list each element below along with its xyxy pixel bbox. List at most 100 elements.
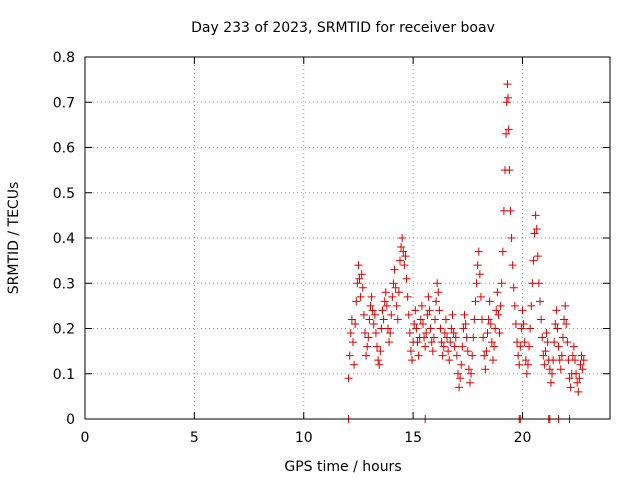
data-point: [408, 356, 417, 365]
data-point: [379, 315, 388, 324]
data-point: [452, 351, 461, 360]
data-point: [531, 211, 540, 220]
data-point: [416, 315, 425, 324]
data-point: [480, 351, 489, 360]
data-point: [418, 319, 427, 328]
data-point: [393, 315, 402, 324]
data-point: [502, 98, 511, 107]
data-point: [425, 306, 434, 315]
data-point: [444, 347, 453, 356]
data-point: [373, 342, 382, 351]
data-point: [426, 324, 435, 333]
data-point: [525, 342, 534, 351]
data-point: [412, 324, 421, 333]
data-point: [380, 297, 389, 306]
data-point: [496, 301, 505, 310]
data-point: [446, 338, 455, 347]
data-point: [530, 229, 539, 238]
data-point: [455, 383, 464, 392]
data-point: [546, 378, 555, 387]
data-point: [439, 342, 448, 351]
data-point: [424, 292, 433, 301]
x-tick-label: 20: [514, 430, 532, 446]
data-point: [365, 315, 374, 324]
data-point: [515, 360, 524, 369]
y-tick-label: 0: [66, 412, 75, 428]
data-point: [461, 319, 470, 328]
data-point: [517, 324, 526, 333]
data-point: [463, 347, 472, 356]
data-point: [348, 338, 357, 347]
data-point: [474, 247, 483, 256]
data-point: [464, 365, 473, 374]
data-point: [394, 288, 403, 297]
data-point: [422, 329, 431, 338]
y-tick-label: 0.7: [53, 95, 75, 111]
data-point: [460, 310, 469, 319]
data-point: [529, 256, 538, 265]
data-point: [353, 279, 362, 288]
x-tick-label: 10: [295, 430, 313, 446]
data-point: [557, 351, 566, 360]
data-point: [447, 324, 456, 333]
data-point: [536, 297, 544, 306]
data-point: [518, 306, 527, 315]
data-point: [542, 329, 551, 338]
data-point: [481, 365, 490, 374]
data-point: [552, 306, 561, 315]
data-point: [450, 342, 459, 351]
data-point: [449, 329, 458, 338]
chart-title: Day 233 of 2023, SRMTID for receiver boa…: [191, 20, 495, 36]
data-point: [354, 261, 363, 270]
data-point: [563, 338, 572, 347]
data-point: [491, 324, 500, 333]
data-point: [514, 351, 523, 360]
data-point: [508, 261, 517, 270]
data-point: [506, 206, 515, 215]
data-point: [351, 319, 360, 328]
data-point: [492, 306, 501, 315]
data-point: [527, 301, 536, 310]
data-point: [376, 347, 385, 356]
data-point: [571, 356, 579, 365]
data-point: [578, 365, 587, 374]
data-point: [361, 329, 369, 338]
data-point: [448, 310, 457, 319]
data-point: [548, 369, 557, 378]
data-point: [437, 338, 446, 347]
data-point: [435, 306, 444, 315]
data-point: [560, 315, 569, 324]
data-point: [375, 360, 384, 369]
data-point: [399, 247, 408, 256]
y-tick-label: 0.2: [53, 322, 75, 338]
data-point: [467, 369, 476, 378]
data-point: [388, 292, 397, 301]
data-point: [551, 319, 560, 328]
data-point: [523, 360, 532, 369]
data-point: [410, 319, 419, 328]
data-point: [541, 347, 550, 356]
data-point: [387, 310, 396, 319]
data-point: [371, 329, 380, 338]
data-point: [540, 360, 549, 369]
data-point: [482, 347, 491, 356]
axis-ticks: 0 0.1 0.2 0.3 0.4 0.5 0.6 0.7 0.8 0 5 10 15 20: [53, 50, 610, 446]
data-point: [538, 333, 547, 342]
data-point: [445, 356, 454, 365]
data-point: [364, 333, 373, 342]
data-point: [401, 252, 410, 261]
data-point: [345, 351, 354, 360]
data-point: [443, 333, 452, 342]
data-point: [487, 338, 496, 347]
data-point: [486, 319, 495, 328]
y-tick-label: 0.4: [53, 231, 75, 247]
data-point: [472, 279, 481, 288]
data-point: [347, 315, 356, 324]
data-point: [451, 333, 460, 342]
data-point: [390, 265, 399, 274]
data-point: [363, 342, 372, 351]
data-point: [470, 315, 479, 324]
y-tick-label: 0.8: [53, 50, 75, 66]
data-point: [573, 378, 582, 387]
